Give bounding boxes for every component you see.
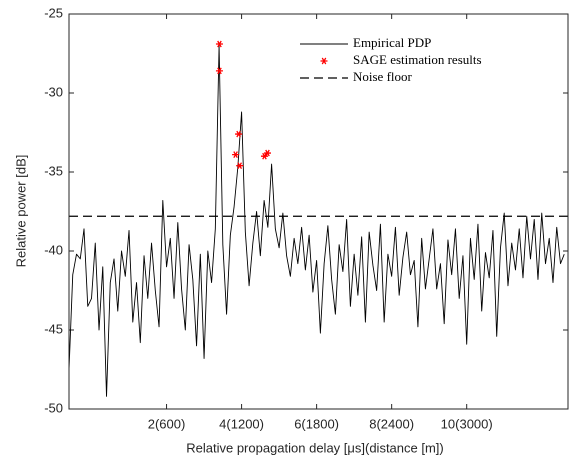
- y-tick-label: -25: [44, 5, 63, 20]
- y-tick-label: -30: [44, 84, 63, 99]
- plot-frame: [68, 13, 569, 410]
- legend-label: Noise floor: [353, 69, 413, 84]
- y-axis-label: Relative power [dB]: [13, 155, 28, 268]
- marker: [215, 40, 223, 48]
- plot-area: [69, 14, 568, 409]
- x-tick-label: 10(3000): [441, 416, 493, 431]
- marker: [232, 151, 240, 158]
- x-axis-label: Relative propagation delay [μs](distance…: [186, 440, 444, 455]
- x-tick-label: 6(1800): [294, 416, 339, 431]
- marker: [236, 162, 244, 170]
- y-tick-label: -45: [44, 321, 63, 336]
- y-tick-label: -50: [44, 400, 63, 415]
- legend-label: SAGE estimation results: [353, 52, 482, 67]
- marker: [235, 130, 243, 138]
- y-tick-label: -35: [44, 163, 63, 178]
- marker: [263, 149, 271, 157]
- x-tick-label: 4(1200): [219, 416, 264, 431]
- y-tick-label: -40: [44, 242, 63, 257]
- data-line: [68, 45, 565, 397]
- legend-label: Empirical PDP: [353, 35, 431, 50]
- marker: [215, 67, 223, 75]
- marker: [260, 152, 268, 160]
- legend-marker: [320, 57, 328, 65]
- x-tick-label: 8(2400): [369, 416, 414, 431]
- x-tick-label: 2(600): [148, 416, 186, 431]
